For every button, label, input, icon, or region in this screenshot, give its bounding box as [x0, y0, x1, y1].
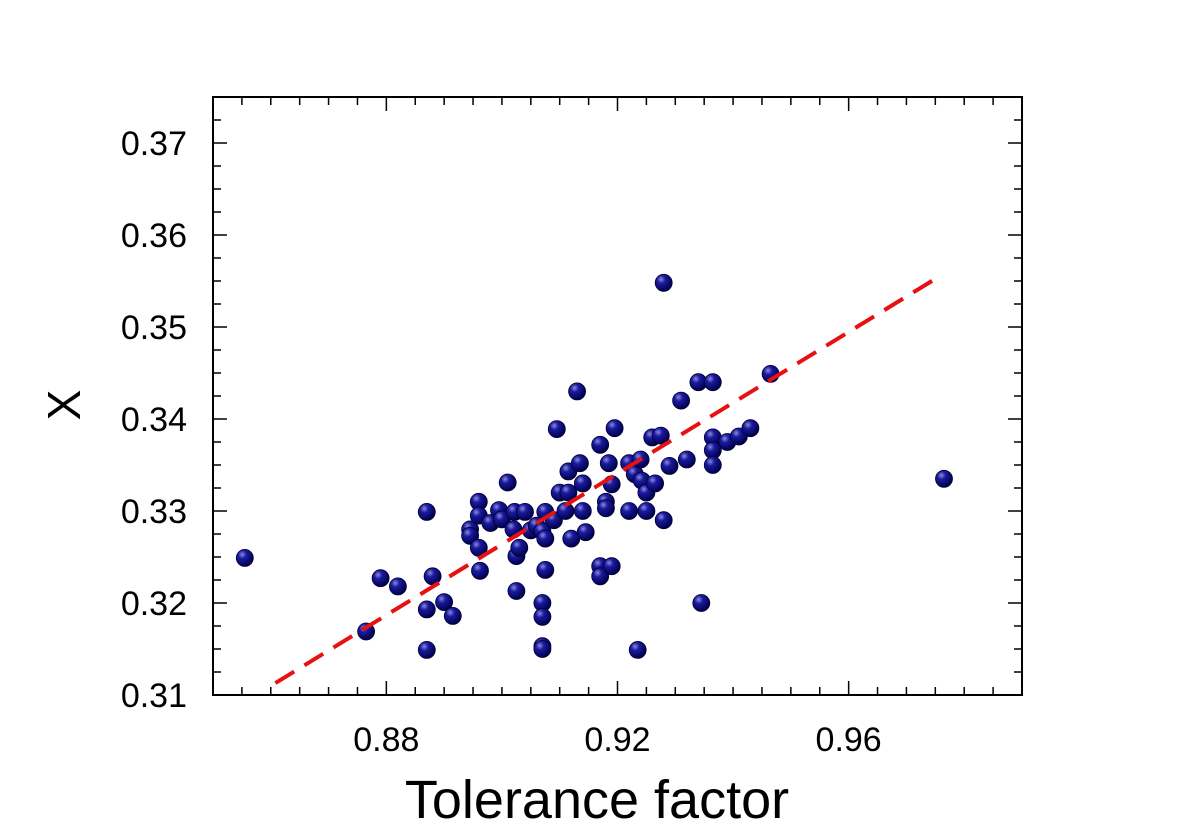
data-point: [533, 640, 552, 658]
data-point: [371, 569, 390, 588]
data-point: [417, 600, 436, 619]
data-point: [628, 641, 647, 659]
data-point: [435, 593, 454, 611]
data-point: [510, 538, 529, 557]
data-point: [576, 523, 595, 542]
data-point: [703, 373, 722, 392]
data-point: [591, 435, 610, 454]
data-point: [637, 502, 656, 520]
data-point: [235, 549, 254, 567]
y-tick-label: 0.35: [121, 309, 187, 347]
y-tick-label: 0.34: [121, 401, 187, 439]
x-tick-label: 0.92: [584, 721, 650, 759]
data-point: [536, 561, 555, 579]
x-tick-label: 0.96: [816, 721, 882, 759]
y-tick-label: 0.32: [121, 585, 187, 623]
data-point: [573, 502, 592, 520]
data-point: [536, 529, 555, 548]
data-point: [533, 607, 552, 626]
data-point: [591, 567, 610, 586]
y-tick-label: 0.31: [121, 677, 187, 715]
data-point: [654, 511, 673, 530]
data-point: [461, 526, 480, 545]
data-point: [417, 502, 436, 521]
data-point: [703, 456, 722, 474]
data-point: [646, 474, 664, 493]
data-point: [559, 483, 578, 502]
data-point: [573, 474, 592, 493]
data-point: [516, 502, 534, 521]
data-point: [620, 502, 638, 520]
plot-frame: [212, 96, 1023, 696]
data-point: [507, 582, 526, 600]
data-point: [388, 577, 407, 596]
fit-line: [274, 274, 941, 685]
data-point: [471, 561, 489, 580]
data-point: [568, 382, 586, 401]
data-point: [935, 469, 953, 488]
data-point: [672, 391, 690, 410]
data-point: [654, 273, 673, 292]
y-tick-label: 0.36: [121, 217, 187, 255]
data-point: [357, 622, 376, 641]
data-point: [498, 473, 517, 492]
data-point: [443, 607, 462, 625]
data-point: [417, 641, 436, 659]
y-tick-label: 0.33: [121, 493, 187, 531]
y-tick-label: 0.37: [121, 125, 187, 163]
data-point: [547, 420, 566, 439]
y-axis-title: X: [38, 390, 90, 421]
data-point: [660, 456, 679, 475]
data-point: [692, 594, 711, 612]
x-tick-label: 0.88: [353, 721, 419, 759]
data-point: [677, 450, 696, 469]
x-axis-title: Tolerance factor: [405, 770, 789, 830]
data-point: [597, 499, 615, 518]
data-point: [741, 419, 760, 438]
data-point: [605, 419, 624, 438]
data-point: [651, 426, 670, 445]
data-point: [602, 557, 621, 576]
data-point: [571, 454, 589, 473]
data-point: [599, 454, 618, 473]
